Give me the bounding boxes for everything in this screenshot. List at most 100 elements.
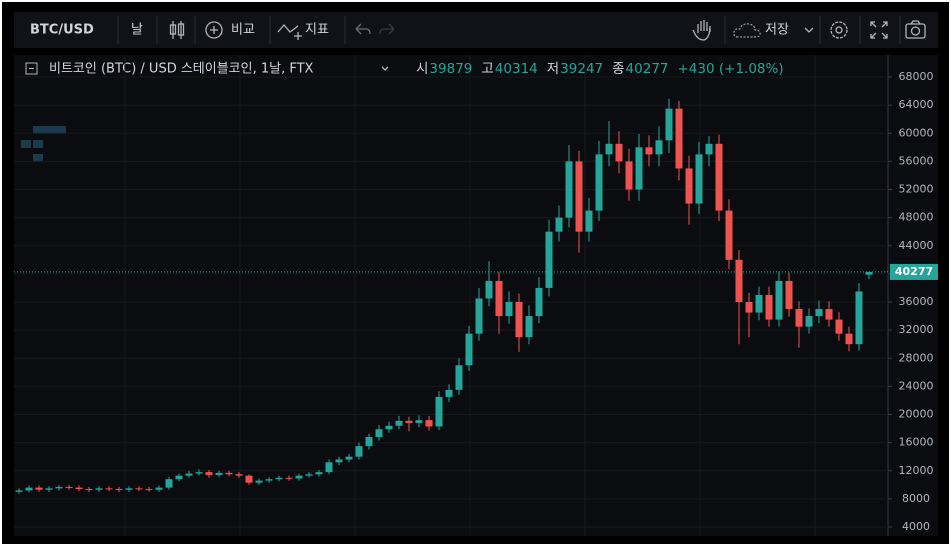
y-tick-label: 28000 (899, 351, 934, 364)
cloud-icon[interactable] (733, 23, 761, 38)
candle-body (245, 475, 253, 483)
candle-body (485, 280, 493, 299)
candle-body (365, 437, 373, 447)
price-axis (888, 55, 938, 536)
fullscreen-icon[interactable] (870, 21, 888, 39)
widget-block (33, 154, 43, 162)
candle-body (765, 294, 773, 320)
candle-body (835, 319, 843, 334)
candle-body (85, 489, 93, 491)
indicators-button[interactable]: 지표 (305, 23, 329, 38)
candle-body (795, 309, 803, 327)
candle-body (615, 143, 623, 162)
candle-body (255, 480, 263, 483)
candle-body (595, 154, 603, 211)
last-price-box (890, 263, 938, 280)
widget-block (21, 140, 31, 148)
interval-button[interactable]: 날 (131, 23, 143, 38)
candle-body (705, 143, 713, 155)
candle-body (225, 472, 233, 475)
compare-icon[interactable] (205, 21, 223, 39)
candle-body (195, 472, 203, 474)
candle-body (415, 420, 423, 423)
candle-body (95, 488, 103, 490)
candle-body (435, 396, 443, 427)
candle-body (55, 486, 63, 489)
candle-body (455, 365, 463, 390)
candle-body (825, 309, 833, 320)
price-change: +430 (+1.08%) (678, 61, 784, 77)
candle-body (715, 143, 723, 211)
candle-body (495, 280, 503, 317)
snapshot-icon[interactable] (905, 20, 926, 39)
candle-body (325, 462, 333, 473)
y-tick-label: 52000 (899, 183, 934, 196)
y-tick-label: 20000 (899, 408, 934, 421)
candle-body (725, 210, 733, 260)
indicator-icon[interactable] (277, 24, 302, 40)
candle-body (745, 302, 753, 313)
y-tick-label: 16000 (899, 436, 934, 449)
last-price-label: 40277 (895, 265, 933, 278)
candle-body (15, 490, 23, 492)
candle-body (65, 486, 73, 488)
y-tick-label: 32000 (899, 323, 934, 336)
compare-button[interactable]: 비교 (231, 23, 255, 38)
symbol[interactable]: BTC/USD (30, 23, 94, 38)
ohlc-label: 고 (481, 61, 493, 77)
candle-body (385, 425, 393, 430)
ohlc-label: 저 (547, 61, 559, 77)
candle-body (735, 259, 743, 303)
overlay-widget (21, 126, 66, 162)
candle-body (375, 429, 383, 438)
undo-icon[interactable] (355, 23, 371, 35)
title-menu-arrow[interactable] (381, 66, 389, 71)
y-tick-label: 64000 (899, 98, 934, 111)
candle-body (545, 231, 553, 288)
candle-body (695, 154, 703, 204)
save-button[interactable]: 저장 (765, 23, 789, 38)
widget-block (33, 126, 66, 134)
ohlc-value: 40277 (626, 61, 669, 77)
candle-body (685, 168, 693, 204)
candle-body (625, 161, 633, 190)
candle-body (635, 147, 643, 190)
candle-body (805, 316, 813, 327)
candle-body (45, 488, 53, 490)
candle-body (115, 489, 123, 491)
y-tick-label: 24000 (899, 379, 934, 392)
candle-body (295, 475, 303, 479)
candle-body (665, 108, 673, 141)
settings-icon[interactable] (830, 21, 848, 39)
redo-icon[interactable] (379, 23, 395, 35)
candle-body (845, 333, 853, 345)
candle-body (215, 472, 223, 475)
ohlc-label: 시 (416, 61, 428, 77)
y-tick-label: 68000 (899, 70, 934, 83)
candle-body (125, 488, 133, 490)
candle-body (655, 140, 663, 155)
y-tick-label: 60000 (899, 126, 934, 139)
save-menu-arrow[interactable] (804, 27, 814, 33)
y-tick-label: 36000 (899, 295, 934, 308)
candle-body (155, 487, 163, 490)
candle-body (305, 474, 313, 476)
collapse-icon[interactable] (25, 62, 38, 75)
hand-icon[interactable] (692, 20, 711, 41)
chart-style-button[interactable] (169, 21, 185, 39)
ohlc-value: 39879 (429, 61, 472, 77)
candle-body (535, 287, 543, 317)
candle-body (275, 477, 283, 480)
widget-block (33, 140, 43, 148)
candle-body (815, 309, 823, 317)
candle-body (105, 488, 113, 490)
candle-body (465, 333, 473, 366)
toolbar (14, 12, 938, 48)
candle-body (445, 389, 453, 397)
candle-body (405, 420, 413, 423)
candle-body (75, 487, 83, 490)
candle-body (235, 474, 243, 476)
ohlc-label: 종 (612, 61, 624, 77)
candle-body (145, 489, 153, 491)
